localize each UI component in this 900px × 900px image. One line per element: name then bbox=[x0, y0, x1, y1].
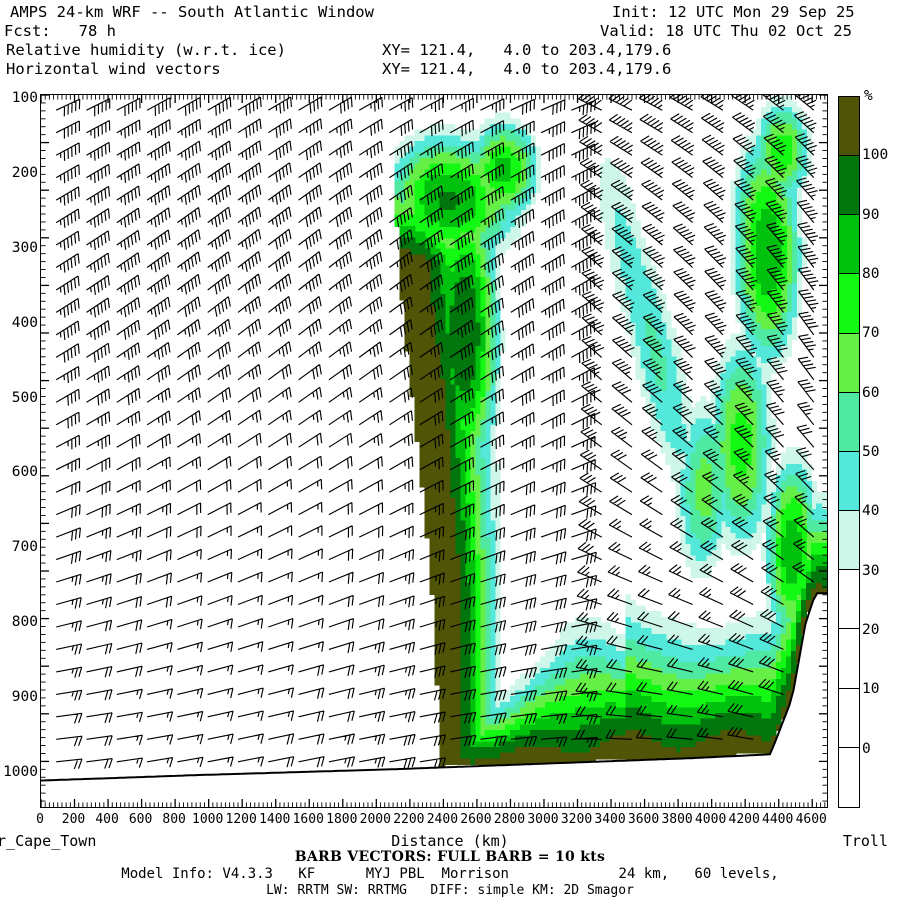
x-tick-4600: 4600 bbox=[795, 812, 827, 827]
plot-frame bbox=[40, 94, 828, 808]
right-tick-rail bbox=[819, 95, 827, 802]
colorbar-band-0 bbox=[839, 688, 859, 748]
x-tick-1800: 1800 bbox=[326, 812, 358, 827]
header-forecast-hour: Fcst: 78 h bbox=[4, 22, 116, 40]
x-tick-2800: 2800 bbox=[493, 812, 526, 827]
x-tick-2600: 2600 bbox=[460, 812, 492, 827]
y-tick-100: 100 bbox=[11, 90, 38, 106]
x-axis-title: Distance (km) bbox=[391, 832, 509, 850]
y-tick-500: 500 bbox=[11, 389, 38, 406]
right-endpoint-label: Troll bbox=[842, 832, 888, 850]
colorbar-band-90 bbox=[839, 156, 859, 216]
y-tick-1000: 1000 bbox=[3, 764, 38, 780]
colorbar-band-40 bbox=[839, 451, 859, 512]
colorbar-label-10: 10 bbox=[862, 681, 880, 698]
x-tick-2000: 2000 bbox=[359, 812, 391, 827]
barb-scale-note: BARB VECTORS: FULL BARB = 10 kts bbox=[294, 849, 606, 865]
x-tick-4000: 4000 bbox=[694, 812, 727, 827]
x-tick-600: 600 bbox=[128, 812, 153, 827]
colorbar-unit-label: % bbox=[864, 88, 873, 104]
header-valid-time: Valid: 18 UTC Thu 02 Oct 25 bbox=[600, 22, 852, 40]
y-tick-300: 300 bbox=[11, 239, 38, 256]
terrain-mask bbox=[41, 593, 827, 807]
colorbar-band-100 bbox=[839, 97, 859, 157]
header-init-time: Init: 12 UTC Mon 29 Sep 25 bbox=[612, 3, 855, 21]
x-tick-1400: 1400 bbox=[259, 812, 291, 827]
colorbar-label-30: 30 bbox=[862, 562, 880, 579]
colorbar-label-80: 80 bbox=[862, 266, 880, 282]
x-tick-3800: 3800 bbox=[661, 812, 693, 827]
colorbar-band-50 bbox=[839, 392, 859, 452]
model-info-line2: LW: RRTM SW: RRTMG DIFF: simple KM: 2D S… bbox=[266, 883, 634, 898]
colorbar-label-40: 40 bbox=[862, 503, 880, 520]
colorbar-band-20 bbox=[839, 570, 859, 630]
header-xy-humidity: XY= 121.4, 4.0 to 203.4,179.6 bbox=[382, 41, 672, 59]
colorbar-label-0: 0 bbox=[862, 740, 871, 757]
colorbar-label-20: 20 bbox=[862, 622, 880, 638]
y-tick-800: 800 bbox=[11, 614, 38, 631]
x-tick-4200: 4200 bbox=[728, 812, 760, 827]
header-field-wind: Horizontal wind vectors bbox=[6, 60, 221, 78]
left-endpoint-label: ar_Cape_Town bbox=[0, 832, 97, 850]
y-tick-200: 200 bbox=[11, 164, 38, 181]
header-block: AMPS 24-km WRF -- South Atlantic Window … bbox=[0, 0, 900, 88]
colorbar-label-100: 100 bbox=[862, 147, 889, 164]
x-axis-tick-labels: 0 200 400 600 800 1000 1200 1400 1600 1800 2000 220… bbox=[0, 812, 900, 830]
colorbar-band-60 bbox=[839, 333, 859, 393]
x-tick-1600: 1600 bbox=[292, 812, 324, 827]
x-tick-2400: 2400 bbox=[426, 812, 459, 827]
colorbar-band-30 bbox=[839, 511, 859, 571]
bottom-tick-rail bbox=[41, 799, 826, 807]
x-tick-3200: 3200 bbox=[560, 812, 593, 827]
header-xy-wind: XY= 121.4, 4.0 to 203.4,179.6 bbox=[382, 60, 672, 78]
colorbar-band-70 bbox=[839, 274, 859, 334]
colorbar-band-80 bbox=[839, 215, 859, 275]
x-tick-3000: 3000 bbox=[527, 812, 559, 827]
y-tick-400: 400 bbox=[11, 314, 38, 331]
x-tick-3400: 3400 bbox=[594, 812, 626, 827]
y-tick-700: 700 bbox=[11, 539, 38, 556]
x-tick-3600: 3600 bbox=[627, 812, 660, 827]
top-tick-rail bbox=[41, 95, 826, 103]
model-info-line1: Model Info: V4.3.3 KF MYJ PBL Morrison 2… bbox=[121, 866, 779, 882]
colorbar-label-60: 60 bbox=[862, 384, 880, 401]
humidity-wind-cross-section bbox=[41, 95, 827, 807]
x-tick-2200: 2200 bbox=[393, 812, 425, 827]
x-tick-400: 400 bbox=[95, 812, 119, 827]
header-title: AMPS 24-km WRF -- South Atlantic Window bbox=[10, 3, 374, 21]
x-tick-1200: 1200 bbox=[225, 812, 257, 827]
wind-barb-glyphs bbox=[55, 95, 819, 770]
colorbar-tick-labels: 100 90 80 70 60 50 40 30 20 10 0 bbox=[862, 96, 900, 808]
colorbar-label-50: 50 bbox=[862, 444, 880, 460]
cross-section-plot: Pressure (hPa) bbox=[0, 94, 828, 808]
y-axis-title: Pressure (hPa) bbox=[0, 434, 1, 544]
colorbar-label-90: 90 bbox=[862, 206, 880, 223]
y-tick-600: 600 bbox=[11, 464, 38, 481]
y-tick-900: 900 bbox=[11, 689, 38, 706]
wind-barbs bbox=[55, 95, 819, 770]
header-field-humidity: Relative humidity (w.r.t. ice) bbox=[6, 41, 286, 59]
colorbar-band-10 bbox=[839, 629, 859, 689]
humidity-colorbar bbox=[838, 96, 860, 808]
x-tick-0: 0 bbox=[36, 812, 44, 827]
colorbar-label-70: 70 bbox=[862, 325, 880, 342]
x-tick-4400: 4400 bbox=[762, 812, 794, 827]
x-tick-1000: 1000 bbox=[192, 812, 224, 827]
x-tick-800: 800 bbox=[162, 812, 186, 827]
colorbar-band--10 bbox=[839, 747, 859, 807]
left-tick-rail bbox=[41, 95, 49, 802]
x-tick-200: 200 bbox=[61, 812, 86, 827]
